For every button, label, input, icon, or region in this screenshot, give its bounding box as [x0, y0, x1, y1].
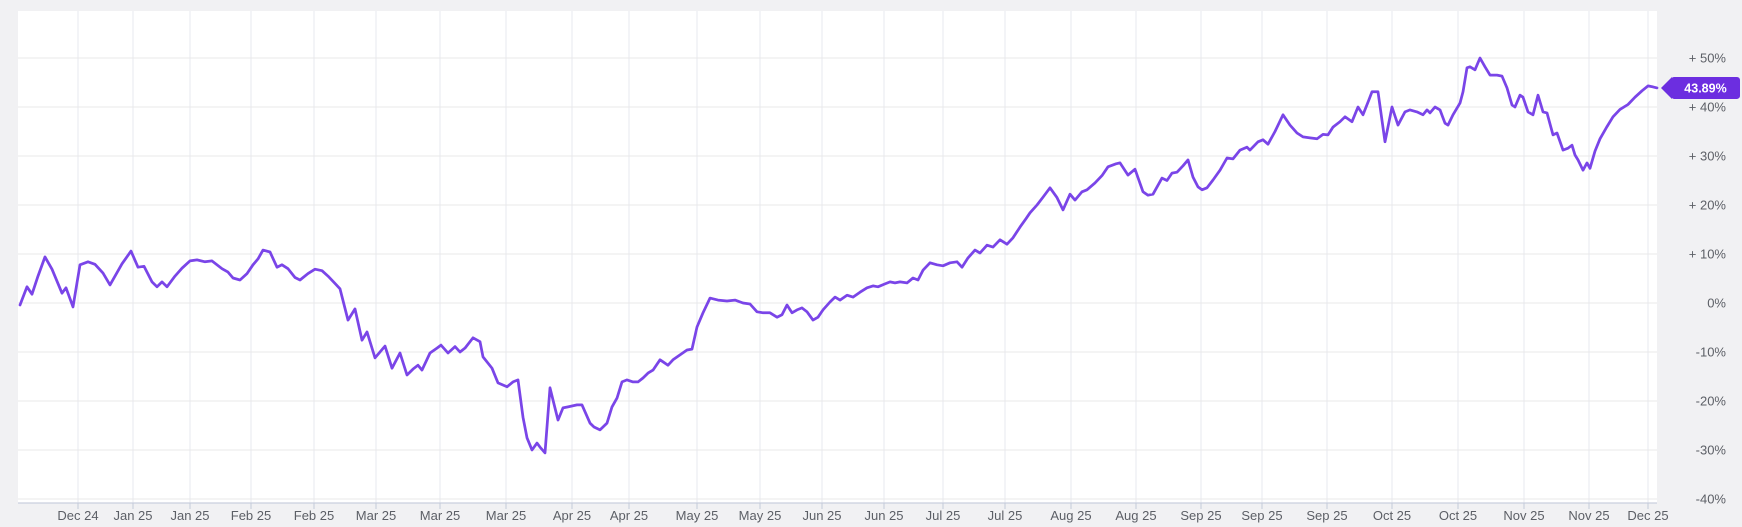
x-axis-label: May 25 [676, 508, 719, 523]
x-axis-label: Nov 25 [1568, 508, 1609, 523]
x-axis-label: Sep 25 [1180, 508, 1221, 523]
x-axis-label: Aug 25 [1115, 508, 1156, 523]
x-axis-label: Feb 25 [294, 508, 334, 523]
x-axis-label: Feb 25 [231, 508, 271, 523]
horizontal-gridlines [18, 57, 1657, 500]
x-axis-label: Sep 25 [1241, 508, 1282, 523]
x-axis-label: Mar 25 [356, 508, 396, 523]
y-axis-label: + 30% [1689, 149, 1727, 164]
x-axis-label: Apr 25 [553, 508, 591, 523]
y-axis-label: + 20% [1689, 198, 1727, 213]
x-axis-label: Nov 25 [1503, 508, 1544, 523]
x-axis-label: Mar 25 [420, 508, 460, 523]
current-value-badge: 43.89% [1661, 76, 1740, 99]
y-axis-label: -30% [1696, 443, 1727, 458]
x-axis-label: Jun 25 [802, 508, 841, 523]
badge-body [1671, 76, 1740, 99]
x-axis-label: Jul 25 [926, 508, 961, 523]
y-axis-label: + 50% [1689, 51, 1727, 66]
x-axis-label: Oct 25 [1373, 508, 1411, 523]
x-axis-label: May 25 [739, 508, 782, 523]
badge-arrow-icon [1661, 76, 1672, 99]
y-axis-label: -40% [1696, 492, 1727, 507]
return-line[interactable] [18, 56, 1659, 455]
x-axis-ticks [77, 503, 1649, 509]
y-axis-label: -20% [1696, 394, 1727, 409]
y-axis-label: -10% [1696, 345, 1727, 360]
x-axis-label: Apr 25 [610, 508, 648, 523]
x-axis-label: Oct 25 [1439, 508, 1477, 523]
y-axis-label: + 40% [1689, 100, 1727, 115]
x-axis-label: Jul 25 [988, 508, 1023, 523]
x-axis-label: Aug 25 [1050, 508, 1091, 523]
y-axis-label: + 10% [1689, 247, 1727, 262]
y-axis-label: 0% [1707, 296, 1726, 311]
x-axis-label: Jun 25 [864, 508, 903, 523]
x-axis-label: Jan 25 [170, 508, 209, 523]
badge-value: 43.89% [1684, 81, 1726, 95]
x-axis-label: Dec 25 [1627, 508, 1668, 523]
x-axis-label: Mar 25 [486, 508, 526, 523]
vertical-gridlines [77, 11, 1649, 503]
y-axis-labels: + 50% + 40% + 30% + 20% + 10% 0% -10% -20% -30% -… [1689, 51, 1727, 507]
x-axis-label: Dec 24 [57, 508, 98, 523]
x-axis-labels: Dec 24 Jan 25 Jan 25 Feb 25 Feb 25 Mar 25 Mar … [57, 508, 1668, 523]
plot-area[interactable] [18, 11, 1657, 503]
x-axis-label: Jan 25 [113, 508, 152, 523]
x-axis-label: Sep 25 [1306, 508, 1347, 523]
